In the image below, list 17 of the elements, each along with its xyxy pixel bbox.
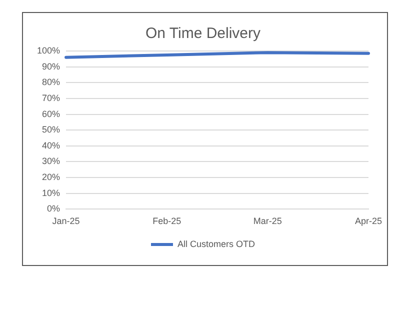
y-tick-label: 90% <box>42 61 60 72</box>
chart-title: On Time Delivery <box>145 25 262 42</box>
y-tick-label: 80% <box>42 77 60 88</box>
x-tick-label: Apr-25 <box>354 216 382 226</box>
legend-label: All Customers OTD <box>177 238 256 249</box>
y-tick-label: 50% <box>42 124 60 135</box>
y-tick-label: 60% <box>42 108 60 119</box>
x-tick-label: Jan-25 <box>52 216 80 226</box>
y-tick-label: 70% <box>42 92 60 103</box>
x-tick-label: Mar-25 <box>253 216 282 226</box>
y-tick-label: 10% <box>42 188 60 198</box>
y-tick-label: 100% <box>36 45 60 56</box>
y-tick-label: 0% <box>47 204 60 214</box>
y-tick-label: 30% <box>42 156 60 166</box>
y-tick-label: 40% <box>42 140 60 150</box>
x-tick-label: Feb-25 <box>152 216 182 226</box>
y-tick-label: 20% <box>42 172 60 182</box>
